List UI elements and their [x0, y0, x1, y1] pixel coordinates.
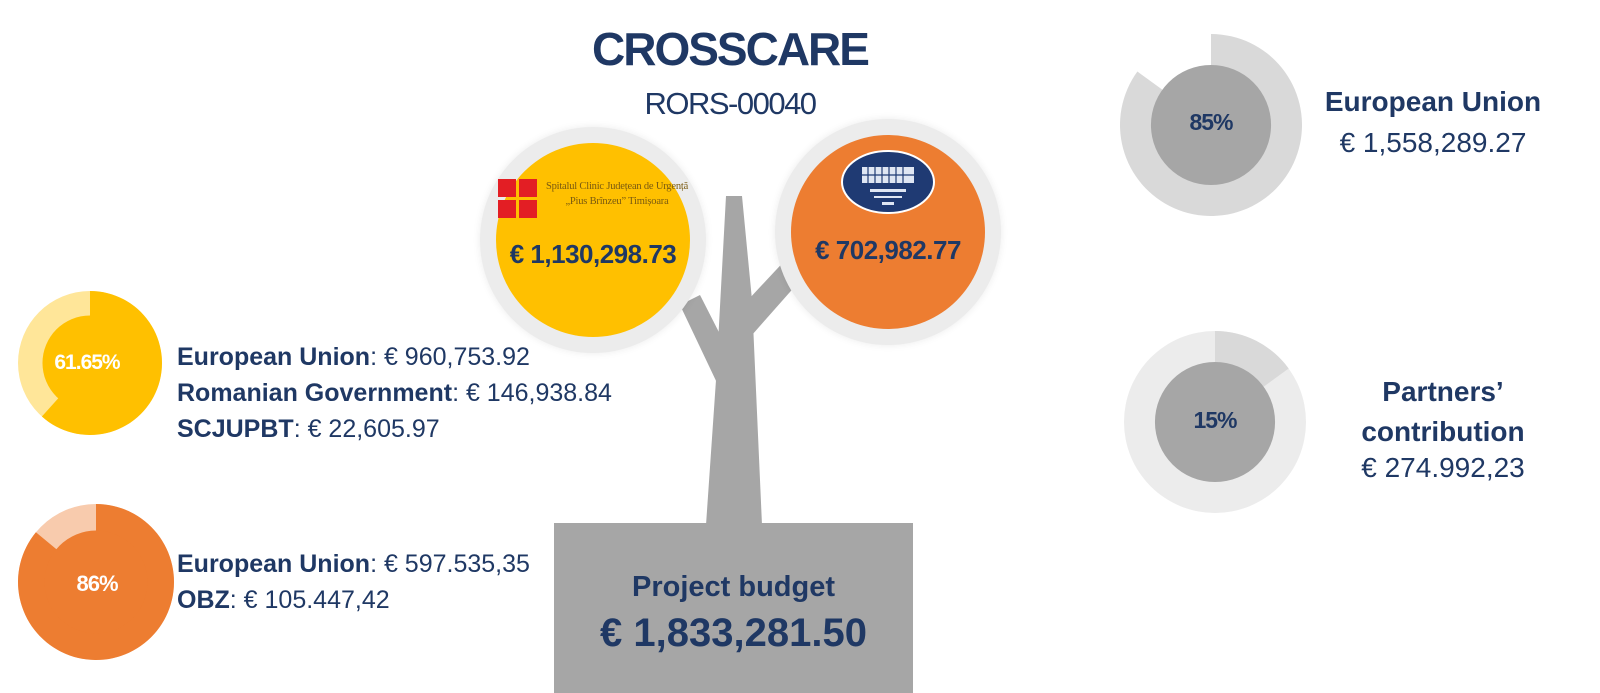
tree-branch-left	[680, 295, 728, 385]
funder-value: : € 146,938.84	[452, 379, 612, 407]
partner-2-breakdown-row: OBZ: € 105.447,42	[177, 582, 530, 618]
partner-2-breakdown: European Union: € 597.535,35 OBZ: € 105.…	[177, 546, 530, 618]
partner-1-share-label: 61.65%	[54, 351, 120, 374]
partner-1-logo-line1: Spitalul Clinic Județean de Urgență	[545, 181, 689, 192]
partner-1-breakdown: European Union: € 960,753.92 Romanian Go…	[177, 339, 612, 447]
project-title: CROSSCARE	[592, 23, 870, 75]
donut-center	[42, 315, 138, 411]
eu-share-label: 85%	[1189, 108, 1233, 135]
donut-center	[1154, 361, 1276, 483]
project-budget-amount: € 1,833,281.50	[600, 611, 867, 655]
partner-2-amount: € 702,982.77	[815, 235, 961, 265]
funder-label: European Union	[177, 550, 371, 578]
funder-label: OBZ	[177, 586, 230, 614]
funder-label: Romanian Government	[177, 379, 453, 407]
partner-1-breakdown-row: European Union: € 960,753.92	[177, 339, 612, 375]
partners-contribution-label-line2: contribution	[1361, 416, 1525, 447]
funder-label: SCJUPBT	[177, 415, 294, 443]
partner-2-circle: € 702,982.77	[791, 135, 985, 329]
eu-share-donut	[1120, 34, 1302, 216]
eu-funding-amount: € 1,558,289.27	[1339, 127, 1527, 158]
partners-contribution-amount: € 274.992,23	[1361, 452, 1525, 483]
funder-label: European Union	[177, 343, 371, 371]
hospital-seal-icon	[841, 150, 935, 214]
donut-center	[44, 530, 148, 634]
partner-2-breakdown-row: European Union: € 597.535,35	[177, 546, 530, 582]
partners-share-label: 15%	[1193, 406, 1237, 433]
funder-value: : € 597.535,35	[370, 550, 530, 578]
funder-value: : € 105.447,42	[229, 586, 390, 614]
donut-center	[1150, 64, 1272, 186]
eu-funding-label: European Union	[1324, 86, 1542, 117]
partner-1-circle: Spitalul Clinic Județean de Urgență „Piu…	[496, 143, 690, 337]
partner-1-logo: Spitalul Clinic Județean de Urgență „Piu…	[496, 177, 690, 221]
partner-1-share-donut	[18, 291, 162, 435]
partner-1-amount: € 1,130,298.73	[509, 239, 677, 269]
project-budget-box: Project budget € 1,833,281.50	[554, 523, 913, 693]
funder-value: : € 22,605.97	[293, 415, 440, 443]
partner-1-logo-line2: „Pius Brînzeu” Timișoara	[565, 196, 669, 207]
partners-share-donut	[1124, 331, 1306, 513]
partner-2-share-label: 86%	[76, 571, 118, 596]
partner-2-share-donut	[18, 504, 174, 660]
partner-1-breakdown-row: Romanian Government: € 146,938.84	[177, 375, 612, 411]
funder-value: : € 960,753.92	[370, 343, 530, 371]
project-code: RORS-00040	[644, 86, 817, 121]
red-cross-logo-icon	[498, 179, 537, 218]
partners-contribution-label: Partners’ contribution	[1318, 372, 1568, 452]
project-budget-label: Project budget	[631, 571, 835, 603]
partners-contribution-label-line1: Partners’	[1382, 376, 1504, 407]
tree-trunk	[706, 196, 762, 525]
partner-1-breakdown-row: SCJUPBT: € 22,605.97	[177, 411, 612, 447]
